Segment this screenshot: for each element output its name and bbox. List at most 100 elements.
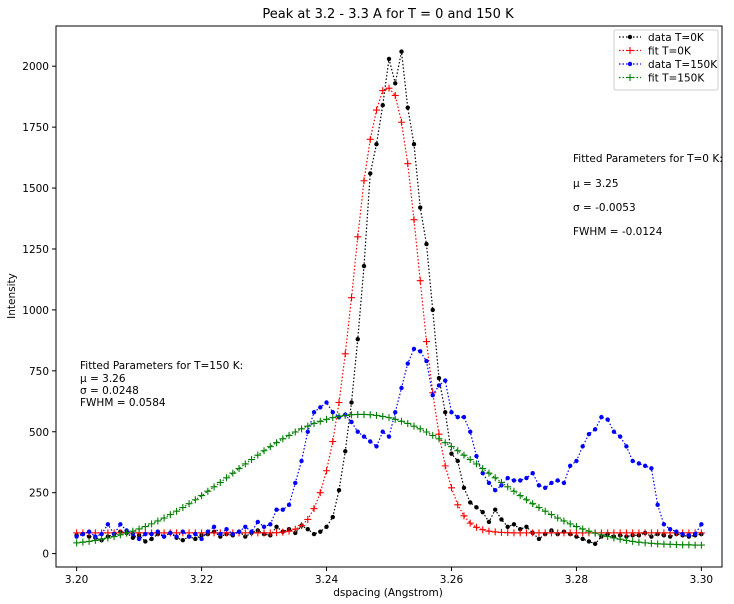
y-axis: 0 250 500 750 1000 1250 1500 1750 2000 bbox=[22, 61, 56, 561]
annotation-t0-sigma: σ = -0.0053 bbox=[573, 202, 636, 214]
data-point bbox=[335, 412, 343, 420]
data-point bbox=[422, 428, 430, 436]
data-point bbox=[493, 488, 498, 493]
data-point bbox=[542, 485, 548, 490]
data-point bbox=[260, 447, 268, 455]
data-point bbox=[298, 425, 306, 433]
data-point bbox=[441, 462, 449, 470]
data-point bbox=[524, 524, 529, 529]
data-point bbox=[424, 358, 429, 364]
data-point bbox=[674, 529, 679, 534]
data-point bbox=[360, 410, 368, 418]
data-point bbox=[454, 447, 462, 455]
data-point bbox=[268, 522, 273, 527]
data-point bbox=[273, 529, 281, 537]
data-point bbox=[85, 537, 93, 545]
data-point bbox=[572, 529, 580, 537]
series-line bbox=[76, 413, 702, 546]
data-point bbox=[224, 527, 229, 532]
data-point bbox=[348, 411, 356, 419]
data-point bbox=[216, 478, 224, 486]
data-point bbox=[441, 439, 449, 447]
data-point bbox=[510, 529, 518, 537]
data-point bbox=[541, 529, 549, 537]
data-point bbox=[505, 475, 510, 481]
data-point bbox=[443, 410, 448, 415]
y-tick-label: 0 bbox=[42, 549, 49, 561]
data-point bbox=[635, 529, 643, 537]
data-point bbox=[560, 529, 568, 537]
data-point bbox=[560, 517, 568, 525]
data-point bbox=[241, 460, 249, 468]
data-point bbox=[211, 524, 217, 529]
x-tick-label: 3.24 bbox=[315, 574, 339, 586]
data-point bbox=[504, 529, 512, 537]
data-point bbox=[447, 484, 455, 492]
y-tick-label: 1750 bbox=[22, 122, 49, 134]
data-point bbox=[616, 529, 624, 537]
y-tick-label: 2000 bbox=[22, 61, 49, 73]
y-axis-label: Intensity bbox=[6, 273, 18, 319]
data-point bbox=[518, 527, 523, 532]
data-point bbox=[443, 378, 448, 383]
data-point bbox=[304, 422, 312, 430]
data-point bbox=[511, 478, 517, 483]
data-point bbox=[510, 487, 518, 495]
data-point bbox=[566, 520, 574, 528]
data-point bbox=[161, 534, 167, 539]
data-point bbox=[661, 522, 667, 527]
data-point bbox=[474, 453, 479, 459]
data-point bbox=[418, 205, 423, 210]
data-point bbox=[110, 533, 118, 541]
data-point bbox=[617, 434, 623, 439]
data-point bbox=[136, 536, 142, 542]
data-point bbox=[449, 410, 454, 415]
data-point bbox=[385, 84, 393, 92]
data-point bbox=[566, 529, 574, 537]
annotation-t0-fwhm: FWHM = -0.0124 bbox=[573, 226, 663, 238]
annotation-t150-fwhm: FWHM = 0.0584 bbox=[80, 397, 166, 409]
x-tick-label: 3.30 bbox=[690, 574, 713, 586]
data-point bbox=[461, 485, 467, 490]
data-point bbox=[667, 534, 673, 539]
data-point bbox=[355, 336, 360, 342]
data-point bbox=[486, 519, 492, 525]
data-point bbox=[168, 530, 173, 536]
data-point bbox=[686, 533, 692, 538]
legend-marker bbox=[627, 34, 633, 40]
data-point bbox=[366, 135, 374, 143]
data-point bbox=[160, 514, 168, 522]
data-point bbox=[499, 517, 504, 522]
data-point bbox=[255, 519, 260, 525]
data-point bbox=[373, 106, 381, 114]
data-point bbox=[210, 529, 218, 537]
data-point bbox=[610, 534, 618, 542]
data-point bbox=[468, 429, 473, 434]
data-point bbox=[243, 534, 248, 539]
data-point bbox=[143, 531, 148, 537]
data-point bbox=[273, 439, 281, 447]
data-point bbox=[141, 523, 149, 531]
data-point bbox=[580, 536, 585, 542]
data-point bbox=[299, 458, 304, 464]
data-point bbox=[305, 527, 310, 532]
data-point bbox=[479, 526, 487, 534]
data-point bbox=[555, 478, 560, 483]
data-point bbox=[486, 480, 492, 486]
data-point bbox=[341, 350, 349, 358]
data-point bbox=[116, 531, 124, 539]
data-point bbox=[660, 540, 668, 548]
data-point bbox=[205, 529, 211, 534]
data-point bbox=[274, 524, 279, 529]
data-point bbox=[355, 429, 360, 434]
data-point bbox=[305, 429, 310, 434]
annotation-t150-mu: μ = 3.26 bbox=[80, 373, 126, 385]
data-point bbox=[516, 529, 524, 537]
data-point bbox=[310, 505, 318, 513]
data-point bbox=[329, 414, 337, 422]
data-point bbox=[311, 410, 317, 415]
data-point bbox=[324, 524, 329, 529]
data-point bbox=[522, 529, 530, 537]
data-point bbox=[391, 91, 399, 99]
data-point bbox=[586, 539, 592, 544]
